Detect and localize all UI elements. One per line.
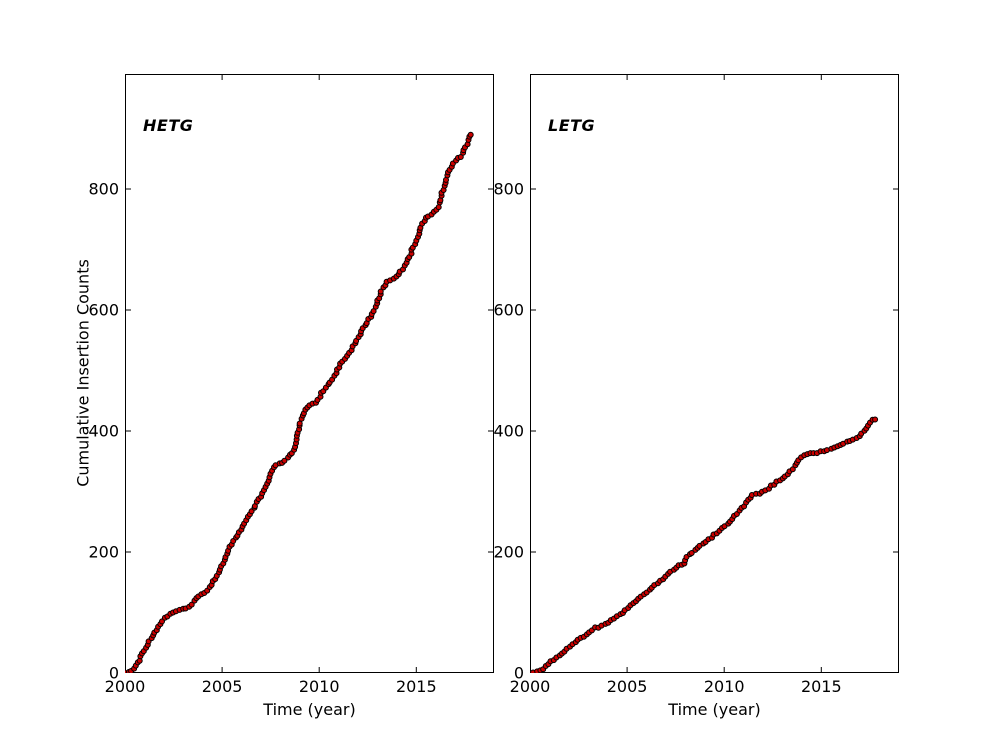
hetg-x-axis-label: Time (year) (263, 700, 356, 719)
x-tick-label: 2005 (606, 677, 648, 696)
letg-x-axis-label: Time (year) (668, 700, 761, 719)
y-tick-label: 0 (108, 663, 119, 683)
y-tick-label: 600 (88, 300, 119, 320)
data-point (789, 466, 796, 473)
x-tick-label: 2015 (395, 677, 437, 696)
data-point (377, 288, 384, 295)
letg-panel: LETG 2000 2005 2010 2015 0 200 400 600 800 Time… (493, 74, 899, 719)
letg-title: LETG (548, 116, 596, 135)
y-tick-label: 600 (493, 300, 524, 320)
axes-frame (125, 74, 494, 673)
y-tick-label: 200 (493, 542, 524, 562)
letg-plot-area (530, 74, 899, 673)
y-tick-label: 200 (88, 542, 119, 562)
x-tick-label: 2000 (104, 677, 146, 696)
axes-frame (530, 74, 899, 673)
y-tick-label: 800 (88, 179, 119, 199)
x-tick-label: 2010 (298, 677, 340, 696)
data-point (281, 457, 288, 464)
x-tick-label: 2015 (800, 677, 842, 696)
hetg-title: HETG (143, 116, 194, 135)
x-tick-label: 2010 (703, 677, 745, 696)
x-tick-label: 2005 (201, 677, 243, 696)
data-point (688, 550, 695, 556)
data-point (872, 416, 879, 423)
y-tick-label: 0 (513, 663, 524, 683)
data-point (467, 131, 474, 138)
y-tick-label: 400 (493, 421, 524, 441)
hetg-plot-area (125, 74, 494, 673)
x-tick-label: 2000 (509, 677, 551, 696)
y-axis-label: Cumulative Insertion Counts (73, 259, 93, 487)
hetg-panel: HETG 2000 2005 2010 2015 0 200 400 600 800 Time… (88, 74, 494, 719)
y-tick-label: 400 (88, 421, 119, 441)
y-tick-label: 800 (493, 179, 524, 199)
data-point (188, 601, 195, 608)
data-point (435, 204, 442, 211)
